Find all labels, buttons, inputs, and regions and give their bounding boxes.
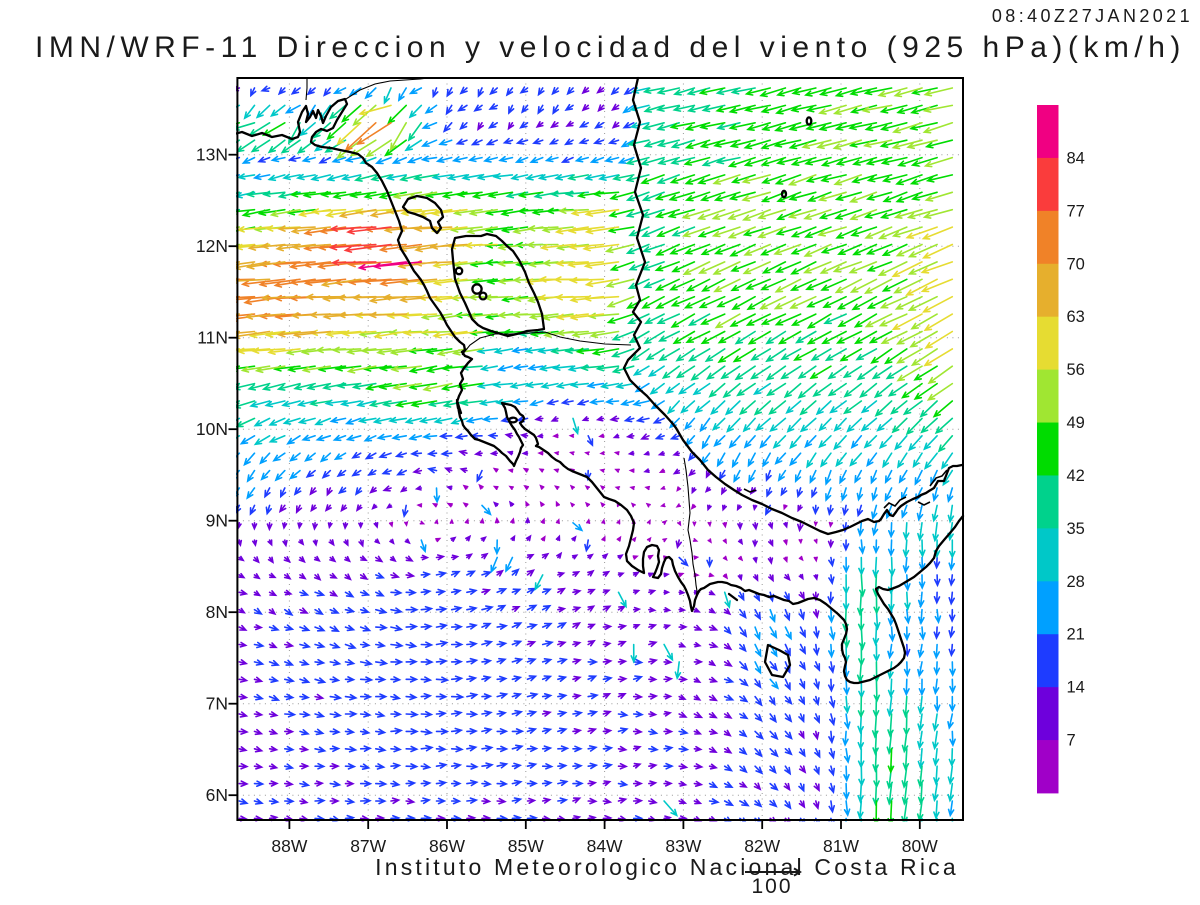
svg-text:81W: 81W xyxy=(823,836,859,856)
svg-text:IMN/WRF-11 Direccion y velocid: IMN/WRF-11 Direccion y velocidad del vie… xyxy=(35,31,1186,64)
svg-text:88W: 88W xyxy=(271,836,307,856)
svg-text:85W: 85W xyxy=(508,836,544,856)
svg-text:8N: 8N xyxy=(206,602,228,622)
svg-text:11N: 11N xyxy=(197,328,228,348)
svg-text:49: 49 xyxy=(1067,414,1085,432)
svg-text:13N: 13N xyxy=(196,145,228,165)
svg-text:77: 77 xyxy=(1067,202,1085,220)
svg-text:6N: 6N xyxy=(206,785,228,805)
svg-text:Instituto Meteorologico Nacion: Instituto Meteorologico Nacional Costa R… xyxy=(375,854,959,880)
svg-text:87W: 87W xyxy=(350,836,386,856)
svg-text:28: 28 xyxy=(1067,573,1085,591)
svg-text:7N: 7N xyxy=(206,694,228,714)
svg-text:21: 21 xyxy=(1067,626,1085,644)
svg-text:80W: 80W xyxy=(902,836,938,856)
svg-text:83W: 83W xyxy=(665,836,701,856)
svg-text:10N: 10N xyxy=(196,419,228,439)
svg-text:14: 14 xyxy=(1067,679,1085,697)
svg-text:70: 70 xyxy=(1067,255,1085,273)
svg-text:35: 35 xyxy=(1067,520,1085,538)
svg-text:7: 7 xyxy=(1067,732,1076,750)
svg-text:63: 63 xyxy=(1067,308,1085,326)
svg-text:84: 84 xyxy=(1067,149,1085,167)
svg-text:56: 56 xyxy=(1067,361,1085,379)
svg-text:9N: 9N xyxy=(206,511,228,531)
svg-text:12N: 12N xyxy=(196,236,228,256)
svg-text:84W: 84W xyxy=(587,836,623,856)
svg-text:82W: 82W xyxy=(744,836,780,856)
svg-text:100: 100 xyxy=(751,875,792,898)
svg-text:42: 42 xyxy=(1067,467,1085,485)
svg-text:86W: 86W xyxy=(429,836,465,856)
svg-text:08:40Z27JAN2021: 08:40Z27JAN2021 xyxy=(992,6,1193,26)
